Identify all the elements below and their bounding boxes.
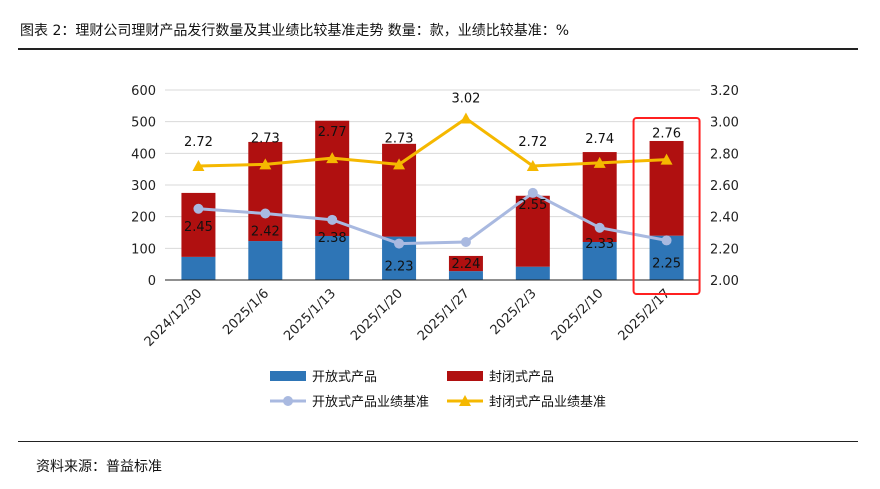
line-closed bbox=[198, 116, 667, 168]
y-tick-label: 500 bbox=[131, 116, 156, 131]
marker-open bbox=[661, 235, 672, 246]
y2-tick-label: 3.20 bbox=[710, 84, 739, 99]
y-tick-label: 600 bbox=[131, 84, 156, 99]
bar-open bbox=[181, 256, 216, 280]
source-note: 资料来源：普益标准 bbox=[36, 459, 162, 475]
data-label: 2.42 bbox=[251, 225, 280, 240]
marker-closed bbox=[192, 160, 205, 171]
x-tick-label: 2025/1/20 bbox=[348, 286, 406, 344]
data-label: 2.33 bbox=[585, 237, 614, 252]
x-tick-label: 2025/1/6 bbox=[220, 286, 272, 338]
data-label: 2.73 bbox=[385, 131, 414, 146]
marker-closed bbox=[593, 156, 606, 168]
highlight-box bbox=[632, 117, 701, 295]
title-divider bbox=[18, 48, 858, 50]
y2-tick-label: 2.00 bbox=[710, 274, 739, 289]
legend-marker bbox=[283, 396, 293, 406]
bar-open bbox=[448, 271, 483, 280]
y-tick-label: 300 bbox=[131, 179, 156, 194]
legend-label: 封闭式产品 bbox=[489, 370, 554, 385]
data-label: 2.55 bbox=[518, 198, 547, 213]
marker-open bbox=[260, 208, 271, 219]
x-tick-label: 2025/2/10 bbox=[549, 286, 607, 344]
bar-closed bbox=[181, 192, 216, 257]
y2-tick-label: 2.60 bbox=[710, 179, 739, 194]
marker-closed bbox=[459, 112, 472, 124]
legend-label: 封闭式产品业绩基准 bbox=[489, 395, 606, 410]
y-tick-label: 400 bbox=[131, 147, 156, 162]
marker-open bbox=[594, 222, 605, 233]
y2-tick-label: 2.80 bbox=[710, 147, 739, 162]
marker-closed bbox=[660, 153, 673, 165]
marker-open bbox=[394, 238, 405, 249]
legend-marker bbox=[459, 395, 471, 406]
data-label: 2.25 bbox=[652, 256, 681, 271]
figure-title: 图表 2：理财公司理财产品发行数量及其业绩比较基准走势 数量：款，业绩比较基准：… bbox=[20, 23, 570, 39]
y-tick-label: 100 bbox=[131, 242, 156, 257]
y2-tick-label: 2.40 bbox=[710, 211, 739, 226]
data-label: 2.45 bbox=[184, 220, 213, 235]
data-label: 2.38 bbox=[318, 231, 347, 246]
marker-closed bbox=[393, 158, 406, 170]
bar-open bbox=[315, 235, 350, 280]
bar-closed bbox=[515, 195, 550, 267]
data-label: 2.73 bbox=[251, 131, 280, 146]
bar-open bbox=[248, 241, 283, 280]
legend-swatch bbox=[447, 371, 483, 381]
x-tick-label: 2024/12/30 bbox=[142, 286, 206, 350]
marker-open bbox=[327, 214, 338, 225]
marker-closed bbox=[326, 152, 339, 164]
marker-open bbox=[193, 203, 204, 214]
bar-open bbox=[582, 242, 617, 280]
data-label: 3.02 bbox=[451, 92, 480, 107]
x-tick-label: 2025/1/27 bbox=[415, 286, 473, 344]
data-label: 2.24 bbox=[451, 257, 480, 272]
y-tick-label: 200 bbox=[131, 211, 156, 226]
footer-divider bbox=[18, 441, 858, 442]
y2-tick-label: 2.20 bbox=[710, 242, 739, 257]
data-label: 2.74 bbox=[585, 132, 614, 147]
x-tick-label: 2025/1/13 bbox=[281, 286, 339, 344]
marker-closed bbox=[526, 160, 539, 171]
legend-label: 开放式产品业绩基准 bbox=[312, 395, 429, 410]
data-label: 2.23 bbox=[385, 260, 414, 275]
marker-closed bbox=[259, 158, 272, 170]
line-open bbox=[198, 191, 667, 246]
x-tick-label: 2025/2/3 bbox=[488, 286, 540, 338]
data-label: 2.76 bbox=[652, 127, 681, 142]
data-label: 2.72 bbox=[184, 135, 213, 150]
y-tick-label: 0 bbox=[148, 274, 156, 289]
y2-tick-label: 3.00 bbox=[710, 116, 739, 131]
legend-label: 开放式产品 bbox=[312, 370, 377, 385]
data-label: 2.77 bbox=[318, 125, 347, 140]
bar-open bbox=[515, 266, 550, 280]
marker-open bbox=[460, 237, 471, 247]
marker-open bbox=[527, 187, 538, 198]
legend-swatch bbox=[270, 371, 306, 381]
data-label: 2.72 bbox=[518, 135, 547, 150]
bar-closed bbox=[448, 255, 483, 272]
